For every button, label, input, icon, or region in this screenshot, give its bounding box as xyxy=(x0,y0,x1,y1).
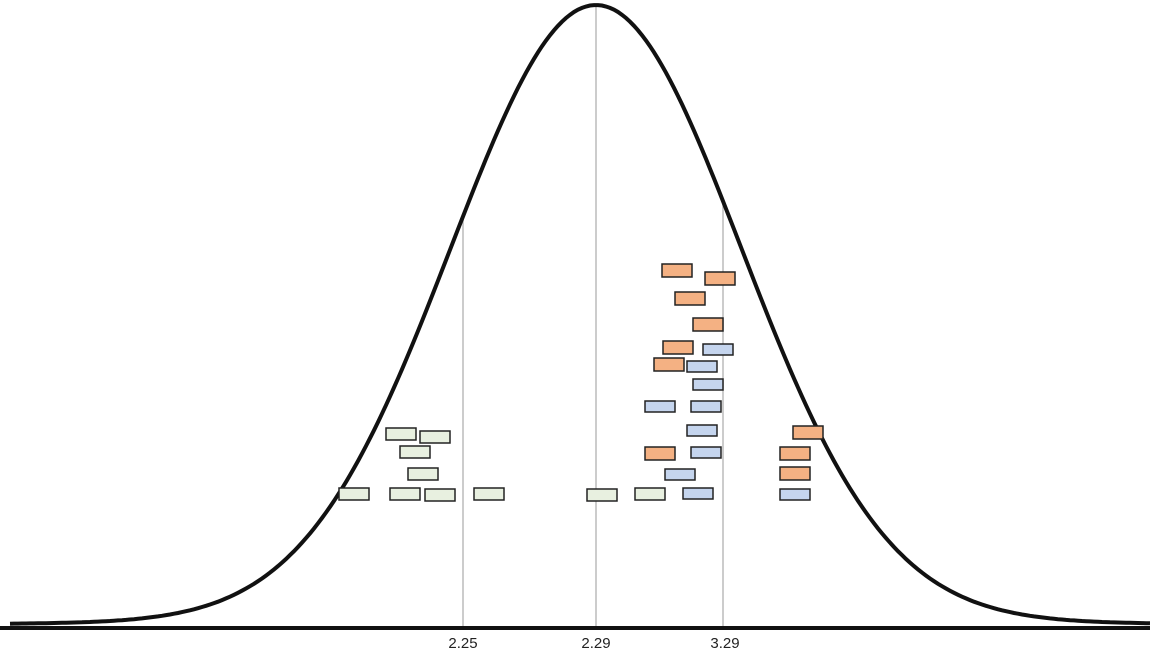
box xyxy=(792,425,824,440)
axis-label: 2.29 xyxy=(581,635,610,652)
box xyxy=(644,446,676,461)
bell-curve xyxy=(9,3,1150,626)
box xyxy=(407,467,439,481)
box xyxy=(779,488,811,501)
box xyxy=(692,317,724,332)
box xyxy=(662,340,694,355)
box xyxy=(661,263,693,278)
box xyxy=(702,343,734,356)
axis-label: 2.25 xyxy=(448,635,477,652)
box xyxy=(664,468,696,481)
box xyxy=(586,488,618,502)
box xyxy=(634,487,666,501)
box xyxy=(473,487,505,501)
blue-boxes xyxy=(644,343,811,501)
axis-label: 3.29 xyxy=(710,635,739,652)
box xyxy=(653,357,685,372)
box xyxy=(686,360,718,373)
box xyxy=(389,487,421,501)
box xyxy=(779,466,811,481)
box xyxy=(692,378,724,391)
guide-lines xyxy=(462,5,724,628)
box xyxy=(419,430,451,444)
box xyxy=(704,271,736,286)
box xyxy=(690,400,722,413)
box xyxy=(338,487,370,501)
box xyxy=(385,427,417,441)
orange-boxes xyxy=(644,263,824,481)
box xyxy=(674,291,706,306)
box xyxy=(686,424,718,437)
box xyxy=(690,446,722,459)
box xyxy=(424,488,456,502)
box xyxy=(644,400,676,413)
box xyxy=(399,445,431,459)
green-boxes xyxy=(338,427,666,502)
box xyxy=(779,446,811,461)
box xyxy=(682,487,714,500)
